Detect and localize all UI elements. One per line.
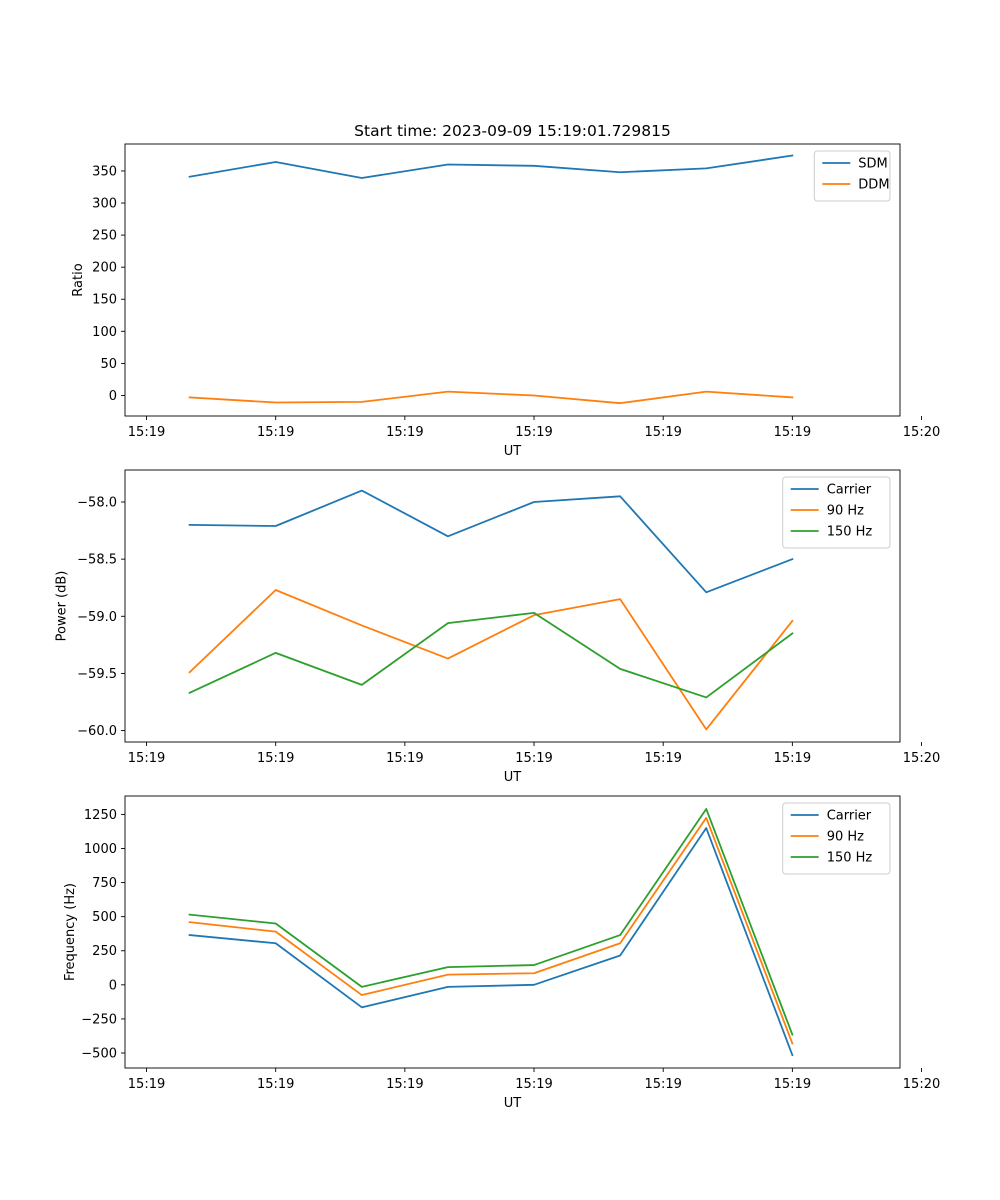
x-tick-label: 15:19 bbox=[774, 1077, 811, 1092]
x-tick-label: 15:19 bbox=[644, 425, 681, 440]
x-tick-label: 15:19 bbox=[257, 1077, 294, 1092]
x-tick-label: 15:19 bbox=[515, 751, 552, 766]
y-tick-label: 1000 bbox=[84, 842, 117, 857]
y-tick-label: 300 bbox=[92, 197, 117, 212]
series-line-150-hz bbox=[188, 611, 794, 699]
y-tick-label: 100 bbox=[92, 325, 117, 340]
y-tick-label: 750 bbox=[92, 876, 117, 891]
x-tick-label: 15:19 bbox=[257, 751, 294, 766]
y-tick-label: 0 bbox=[109, 389, 117, 404]
x-tick-label: 15:19 bbox=[774, 751, 811, 766]
y-tick-label: 200 bbox=[92, 261, 117, 276]
x-tick-label: 15:19 bbox=[386, 751, 423, 766]
x-tick-label: 15:19 bbox=[515, 1077, 552, 1092]
y-axis-label: Frequency (Hz) bbox=[63, 883, 78, 981]
legend-entry-label: 90 Hz bbox=[827, 830, 864, 845]
series-line-sdm bbox=[188, 154, 794, 179]
y-tick-label: −250 bbox=[81, 1012, 117, 1027]
x-axis-label: UT bbox=[504, 770, 522, 785]
x-tick-label: 15:19 bbox=[644, 751, 681, 766]
y-tick-label: −59.0 bbox=[77, 610, 117, 625]
y-tick-label: −58.0 bbox=[77, 496, 117, 511]
x-tick-label: 15:19 bbox=[644, 1077, 681, 1092]
y-tick-label: −500 bbox=[81, 1047, 117, 1062]
legend-entry-label: DDM bbox=[858, 178, 889, 193]
axes-frame bbox=[124, 469, 901, 743]
y-tick-label: 1250 bbox=[84, 808, 117, 823]
legend-entry-label: 150 Hz bbox=[827, 851, 873, 866]
y-tick-label: −59.5 bbox=[77, 667, 117, 682]
series-line-90-hz bbox=[188, 589, 794, 731]
legend: SDM DDM bbox=[813, 150, 891, 202]
axes-frame bbox=[124, 143, 901, 417]
y-tick-label: 50 bbox=[100, 357, 117, 372]
legend-entry-label: 90 Hz bbox=[827, 504, 864, 519]
x-tick-label: 15:19 bbox=[515, 425, 552, 440]
x-axis-label: UT bbox=[504, 444, 522, 459]
x-tick-label: 15:20 bbox=[903, 425, 940, 440]
series-line-ddm bbox=[188, 390, 794, 405]
y-tick-label: −58.5 bbox=[77, 553, 117, 568]
y-tick-label: 500 bbox=[92, 910, 117, 925]
x-tick-label: 15:19 bbox=[128, 425, 165, 440]
y-tick-label: 0 bbox=[109, 978, 117, 993]
x-tick-label: 15:19 bbox=[774, 425, 811, 440]
x-tick-label: 15:19 bbox=[128, 751, 165, 766]
y-axis-label: Power (dB) bbox=[55, 571, 70, 642]
x-tick-label: 15:19 bbox=[386, 425, 423, 440]
axes-frame bbox=[124, 795, 901, 1069]
legend-entry-label: Carrier bbox=[827, 483, 872, 498]
subplot-2: 15:19 15:19 15:19 15:19 15:19 15:19 15:20 −60.0… bbox=[55, 469, 940, 785]
x-tick-label: 15:19 bbox=[128, 1077, 165, 1092]
legend-entry-label: Carrier bbox=[827, 809, 872, 824]
y-tick-label: 350 bbox=[92, 164, 117, 179]
legend: Carrier 90 Hz 150 Hz bbox=[782, 476, 891, 549]
series-line-150-hz bbox=[188, 808, 794, 1036]
series-line-carrier bbox=[188, 489, 794, 594]
subplot-3: 15:19 15:19 15:19 15:19 15:19 15:19 15:20 −500 −… bbox=[63, 795, 940, 1111]
y-axis-label: Ratio bbox=[71, 263, 86, 296]
y-tick-label: 150 bbox=[92, 293, 117, 308]
legend-entry-label: 150 Hz bbox=[827, 525, 873, 540]
y-tick-label: −60.0 bbox=[77, 724, 117, 739]
subplot-1: 15:19 15:19 15:19 15:19 15:19 15:19 15:20 0 50 10… bbox=[71, 122, 940, 459]
legend-entry-label: SDM bbox=[858, 157, 887, 172]
series-line-carrier bbox=[188, 827, 794, 1057]
y-tick-label: 250 bbox=[92, 944, 117, 959]
x-tick-label: 15:20 bbox=[903, 1077, 940, 1092]
x-axis-label: UT bbox=[504, 1096, 522, 1111]
x-tick-label: 15:19 bbox=[257, 425, 294, 440]
chart-title: Start time: 2023-09-09 15:19:01.729815 bbox=[354, 122, 671, 140]
series-line-90-hz bbox=[188, 816, 794, 1045]
x-tick-label: 15:19 bbox=[386, 1077, 423, 1092]
x-tick-label: 15:20 bbox=[903, 751, 940, 766]
y-tick-label: 250 bbox=[92, 229, 117, 244]
legend: Carrier 90 Hz 150 Hz bbox=[782, 802, 891, 875]
